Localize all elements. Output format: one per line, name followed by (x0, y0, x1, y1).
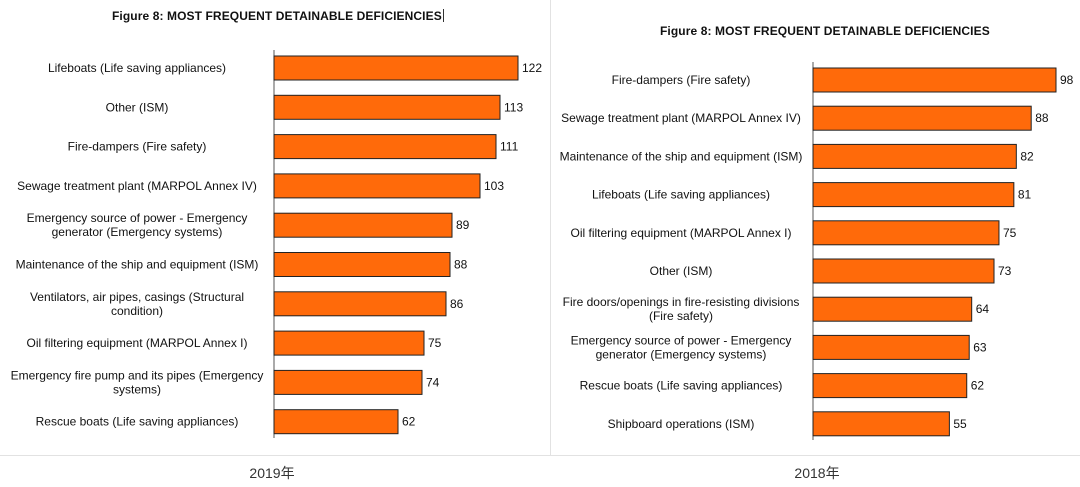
category-label: Rescue boats (Life saving appliances) (36, 415, 239, 429)
category-label-line: generator (Emergency systems) (52, 225, 223, 239)
year-caption-2019: 2019年 (249, 465, 295, 481)
category-label: Fire-dampers (Fire safety) (68, 140, 207, 154)
bar (812, 182, 1015, 208)
data-label: 82 (1020, 149, 1034, 163)
data-label: 62 (402, 415, 416, 429)
category-label-line: Emergency source of power - Emergency (27, 211, 248, 225)
data-label: 88 (454, 258, 468, 272)
category-label-line: (Fire safety) (649, 309, 713, 323)
bar (812, 334, 970, 360)
data-label: 55 (953, 417, 967, 431)
data-label: 111 (500, 140, 519, 154)
data-label: 113 (504, 100, 523, 114)
bar (273, 291, 447, 317)
category-label: Emergency fire pump and its pipes (Emerg… (11, 368, 264, 396)
bar (812, 67, 1057, 93)
data-label: 103 (484, 179, 504, 193)
category-label-line: Shipboard operations (ISM) (608, 417, 755, 431)
category-label: Lifeboats (Life saving appliances) (48, 61, 226, 75)
data-label: 122 (522, 61, 542, 75)
category-label: Sewage treatment plant (MARPOL Annex IV) (561, 111, 801, 125)
bar (273, 55, 519, 81)
data-label: 64 (976, 302, 990, 316)
category-label: Maintenance of the ship and equipment (I… (560, 149, 803, 163)
data-label: 88 (1035, 111, 1049, 125)
category-label: Sewage treatment plant (MARPOL Annex IV) (17, 179, 257, 193)
category-label: Fire doors/openings in fire-resisting di… (563, 295, 800, 323)
data-label: 73 (998, 264, 1012, 278)
category-label: Lifeboats (Life saving appliances) (592, 188, 770, 202)
category-label-line: Other (ISM) (650, 264, 713, 278)
data-label: 63 (973, 340, 987, 354)
bar (273, 369, 423, 395)
data-label: 75 (428, 336, 442, 350)
category-label-line: condition) (111, 304, 163, 318)
category-label-line: Oil filtering equipment (MARPOL Annex I) (27, 336, 248, 350)
category-label: Fire-dampers (Fire safety) (612, 73, 751, 87)
chart-panel-2019: Figure 8: MOST FREQUENT DETAINABLE DEFIC… (0, 0, 550, 455)
category-label: Ventilators, air pipes, casings (Structu… (30, 290, 244, 318)
bar (273, 409, 399, 435)
data-label: 89 (456, 218, 470, 232)
bar (812, 258, 995, 284)
bar (273, 252, 451, 277)
bar-chart-2019: 122 Lifeboats (Life saving appliances) 113… (11, 50, 542, 438)
bar (812, 143, 1017, 169)
category-label-line: generator (Emergency systems) (596, 347, 767, 361)
bar (273, 134, 497, 160)
data-label: 62 (971, 379, 985, 393)
year-caption-2018: 2018年 (794, 465, 840, 481)
category-label-line: Lifeboats (Life saving appliances) (592, 188, 770, 202)
category-label-line: Rescue boats (Life saving appliances) (580, 379, 783, 393)
category-label: Shipboard operations (ISM) (608, 417, 755, 431)
category-label-line: Ventilators, air pipes, casings (Structu… (30, 290, 244, 304)
bar (812, 373, 968, 399)
bar (812, 220, 1000, 246)
category-label: Oil filtering equipment (MARPOL Annex I) (571, 226, 792, 240)
category-label-line: Lifeboats (Life saving appliances) (48, 61, 226, 75)
category-label: Emergency source of power - Emergency gen… (571, 333, 792, 361)
bar (812, 411, 950, 437)
bar (273, 212, 453, 238)
bar (273, 94, 501, 120)
data-label: 98 (1060, 73, 1074, 87)
bar (273, 173, 481, 199)
category-label-line: Emergency fire pump and its pipes (Emerg… (11, 368, 264, 382)
chart-title: Figure 8: MOST FREQUENT DETAINABLE DEFIC… (660, 24, 990, 38)
category-label: Oil filtering equipment (MARPOL Annex I) (27, 336, 248, 350)
category-label-line: Emergency source of power - Emergency (571, 333, 792, 347)
category-label-line: Rescue boats (Life saving appliances) (36, 415, 239, 429)
category-label-line: Maintenance of the ship and equipment (I… (16, 258, 259, 272)
category-label-line: Fire doors/openings in fire-resisting di… (563, 295, 800, 309)
category-label-line: Sewage treatment plant (MARPOL Annex IV) (561, 111, 801, 125)
category-label-line: systems) (113, 382, 161, 396)
category-label: Rescue boats (Life saving appliances) (580, 379, 783, 393)
category-label: Other (ISM) (106, 100, 169, 114)
category-label-line: Fire-dampers (Fire safety) (68, 140, 207, 154)
category-label: Emergency source of power - Emergency gen… (27, 211, 248, 239)
category-label-line: Sewage treatment plant (MARPOL Annex IV) (17, 179, 257, 193)
data-label: 81 (1018, 188, 1032, 202)
chart-title: Figure 8: MOST FREQUENT DETAINABLE DEFIC… (112, 9, 442, 23)
panel-divider-vertical (550, 0, 551, 455)
category-label-line: Fire-dampers (Fire safety) (612, 73, 751, 87)
chart-panel-2018: Figure 8: MOST FREQUENT DETAINABLE DEFIC… (552, 0, 1080, 455)
category-label-line: Other (ISM) (106, 100, 169, 114)
bar (812, 296, 973, 322)
bar (812, 105, 1032, 131)
data-label: 74 (426, 375, 440, 389)
data-label: 75 (1003, 226, 1017, 240)
category-label: Maintenance of the ship and equipment (I… (16, 258, 259, 272)
bar-chart-2018: 98 Fire-dampers (Fire safety) 88 Sewage tre… (560, 62, 1074, 440)
data-label: 86 (450, 297, 464, 311)
caption-divider-horizontal (0, 455, 1080, 456)
category-label-line: Oil filtering equipment (MARPOL Annex I) (571, 226, 792, 240)
bar (273, 330, 425, 356)
category-label-line: Maintenance of the ship and equipment (I… (560, 149, 803, 163)
category-label: Other (ISM) (650, 264, 713, 278)
